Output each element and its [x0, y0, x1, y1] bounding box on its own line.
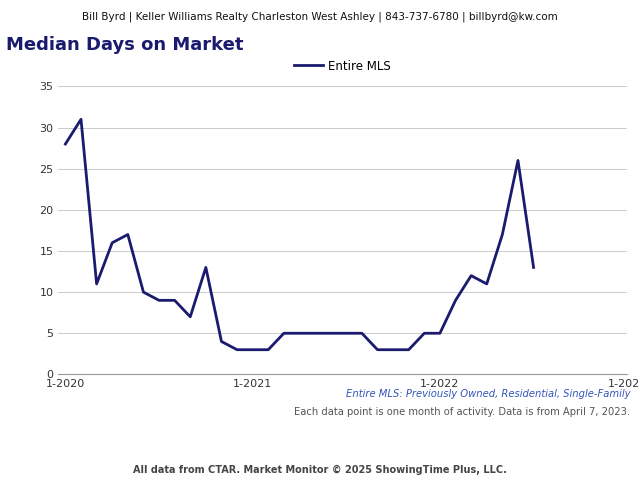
Text: Bill Byrd | Keller Williams Realty Charleston West Ashley | 843-737-6780 | billb: Bill Byrd | Keller Williams Realty Charl…: [82, 12, 558, 22]
Text: Entire MLS: Previously Owned, Residential, Single-Family: Entire MLS: Previously Owned, Residentia…: [346, 389, 630, 399]
Legend: Entire MLS: Entire MLS: [289, 55, 396, 77]
Text: Median Days on Market: Median Days on Market: [6, 36, 244, 54]
Text: All data from CTAR. Market Monitor © 2025 ShowingTime Plus, LLC.: All data from CTAR. Market Monitor © 202…: [133, 465, 507, 475]
Text: Each data point is one month of activity. Data is from April 7, 2023.: Each data point is one month of activity…: [294, 407, 630, 417]
